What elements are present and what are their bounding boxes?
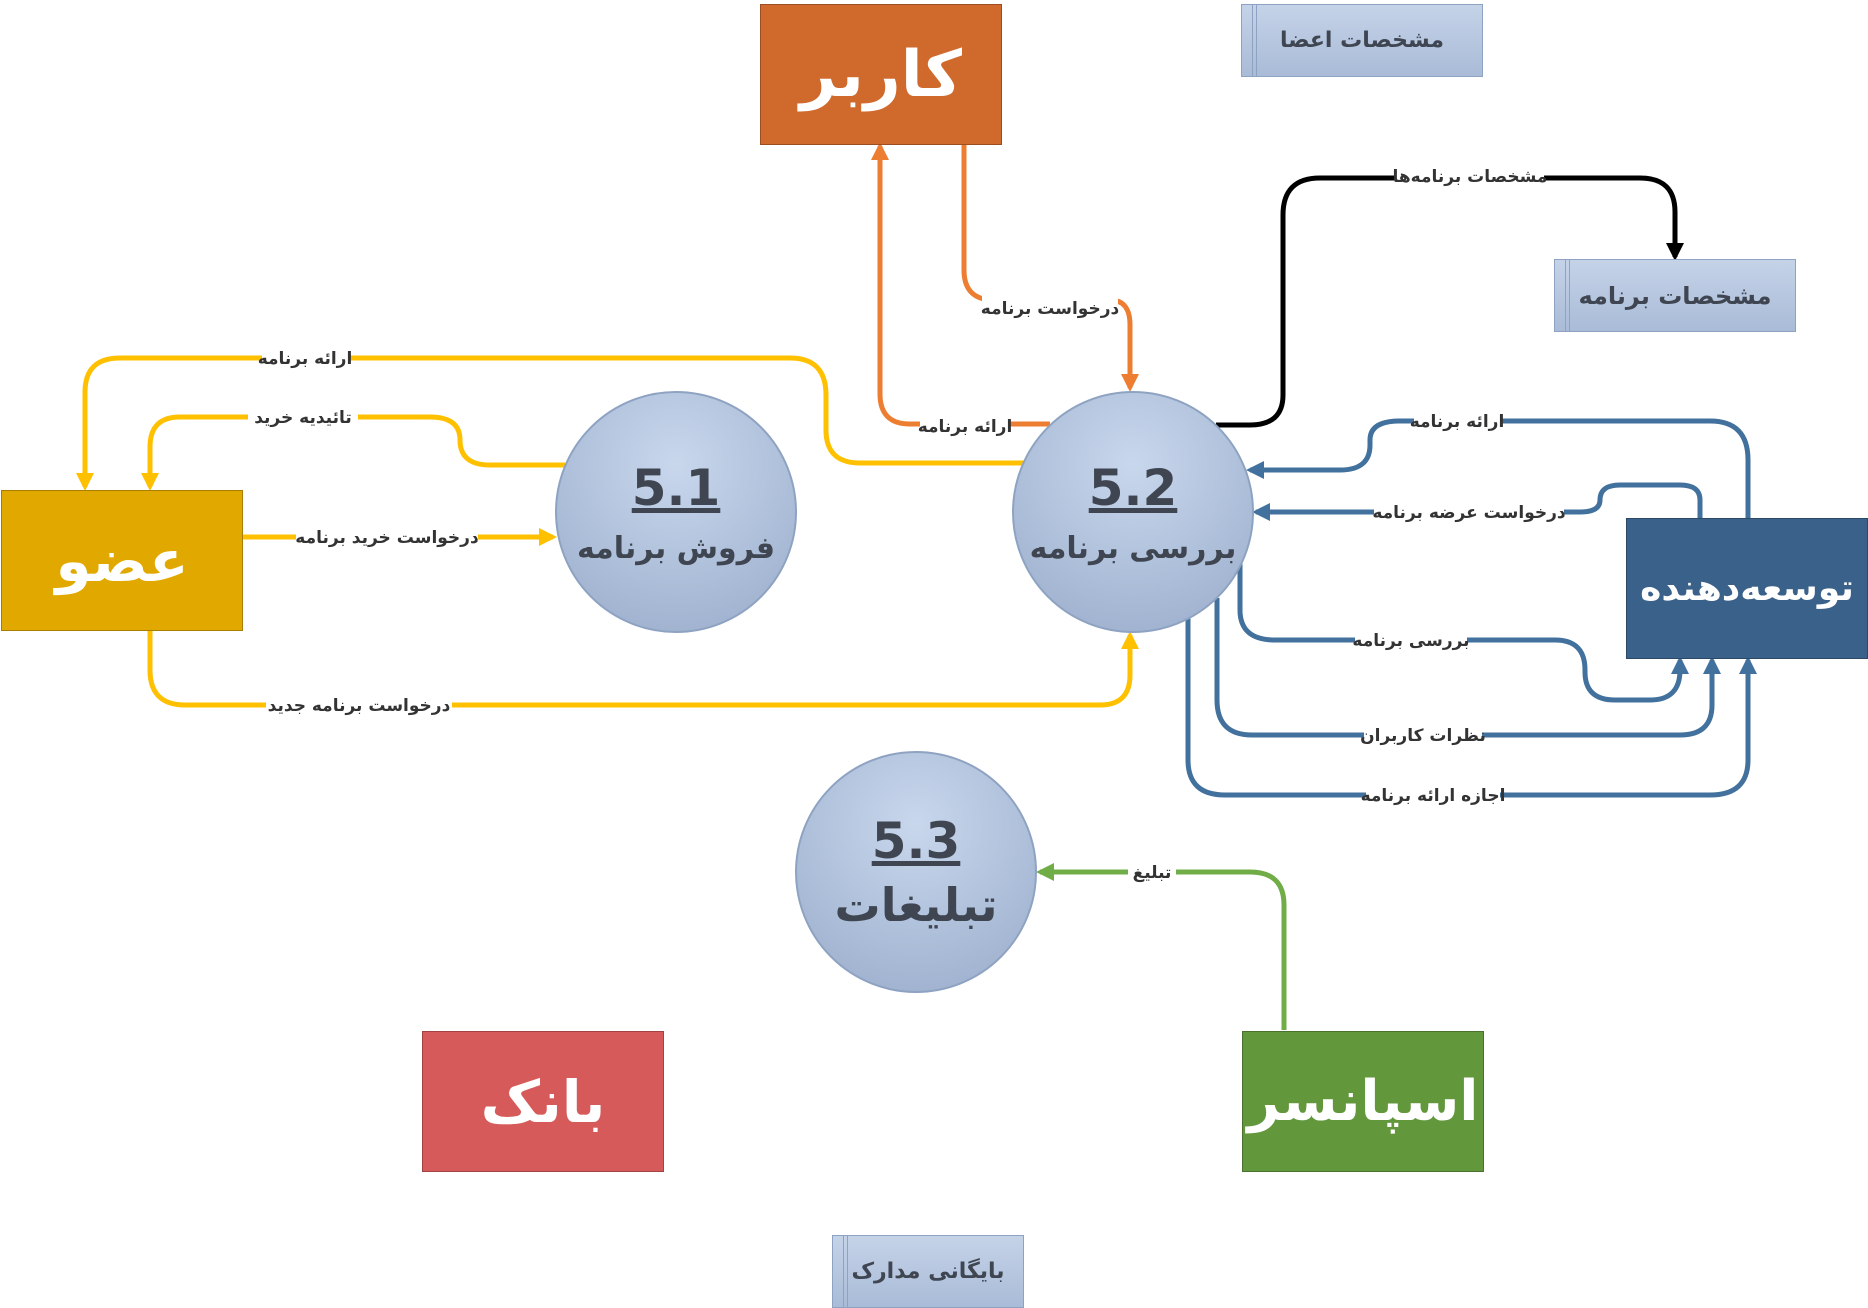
flow-purchase-confirm <box>141 414 565 491</box>
entity-bank[interactable]: بانک <box>422 1031 664 1172</box>
flow-user-present <box>871 142 1050 427</box>
process-5-3-name: تبلیغات <box>834 878 998 932</box>
label-program-specs: مشخصات برنامه‌ها <box>1393 167 1548 187</box>
label-offer-request: درخواست عرضه برنامه <box>1372 503 1566 523</box>
process-5-2-name: بررسی برنامه <box>1029 530 1237 566</box>
store-program-spec-label: مشخصات برنامه <box>1578 281 1772 310</box>
flow-user-request <box>961 144 1139 392</box>
store-archive[interactable]: بایگانی مدارک <box>832 1235 1024 1308</box>
process-5-3-id: 5.3 <box>871 812 961 870</box>
label-user-present: ارائه برنامه <box>918 417 1013 437</box>
entity-member[interactable]: عضو <box>1 490 243 631</box>
store-tab-line <box>1565 260 1566 331</box>
label-member-present: ارائه برنامه <box>258 349 353 369</box>
store-tab-line <box>1252 5 1253 76</box>
label-ad: تبلیغ <box>1133 863 1172 883</box>
label-review: بررسی برنامه <box>1352 631 1469 651</box>
label-purchase-confirm: تائیدیه خرید <box>254 408 352 428</box>
process-5-2-id: 5.2 <box>1088 458 1178 517</box>
store-tab-line <box>843 1236 844 1307</box>
label-user-comments: نظرات کاربران <box>1360 726 1486 746</box>
entity-sponsor[interactable]: اسپانسر <box>1242 1031 1484 1172</box>
label-present-permission: اجازه ارائه برنامه <box>1361 786 1506 806</box>
entity-member-label: عضو <box>55 526 189 595</box>
store-members-spec[interactable]: مشخصات اعضا <box>1241 4 1483 77</box>
process-5-3[interactable]: 5.3 تبلیغات <box>795 751 1037 993</box>
flow-dev-present <box>1246 418 1751 518</box>
store-program-spec[interactable]: مشخصات برنامه <box>1554 259 1796 332</box>
process-5-1-id: 5.1 <box>631 458 721 517</box>
flow-review <box>1237 560 1689 703</box>
label-purchase-request: درخواست خرید برنامه <box>295 528 479 548</box>
store-archive-label: بایگانی مدارک <box>851 1259 1005 1284</box>
process-5-1[interactable]: 5.1 فروش برنامه <box>555 391 797 633</box>
store-tab-line <box>1256 5 1257 76</box>
entity-developer-label: توسعه‌دهنده <box>1640 568 1854 609</box>
entity-user-label: کاربر <box>800 37 962 112</box>
store-tab-line <box>1569 260 1570 331</box>
process-5-2[interactable]: 5.2 بررسی برنامه <box>1012 391 1254 633</box>
store-members-spec-label: مشخصات اعضا <box>1279 28 1445 53</box>
label-user-request: درخواست برنامه <box>981 299 1120 319</box>
entity-developer[interactable]: توسعه‌دهنده <box>1626 518 1868 659</box>
flow-offer-request <box>1252 482 1703 521</box>
entity-bank-label: بانک <box>480 1067 606 1136</box>
flow-ad <box>1036 863 1287 1030</box>
flow-program-specs <box>1216 175 1684 428</box>
entity-sponsor-label: اسپانسر <box>1247 1069 1479 1134</box>
flow-labels: درخواست برنامه ارائه برنامه مشخصات برنام… <box>248 164 1566 884</box>
process-5-1-name: فروش برنامه <box>576 530 776 566</box>
flow-new-program-request <box>147 631 1139 708</box>
label-new-program-request: درخواست برنامه جدید <box>268 696 451 716</box>
entity-user[interactable]: کاربر <box>760 4 1002 145</box>
store-tab-line <box>847 1236 848 1307</box>
label-dev-present: ارائه برنامه <box>1410 412 1505 432</box>
flow-member-present <box>76 355 1024 491</box>
